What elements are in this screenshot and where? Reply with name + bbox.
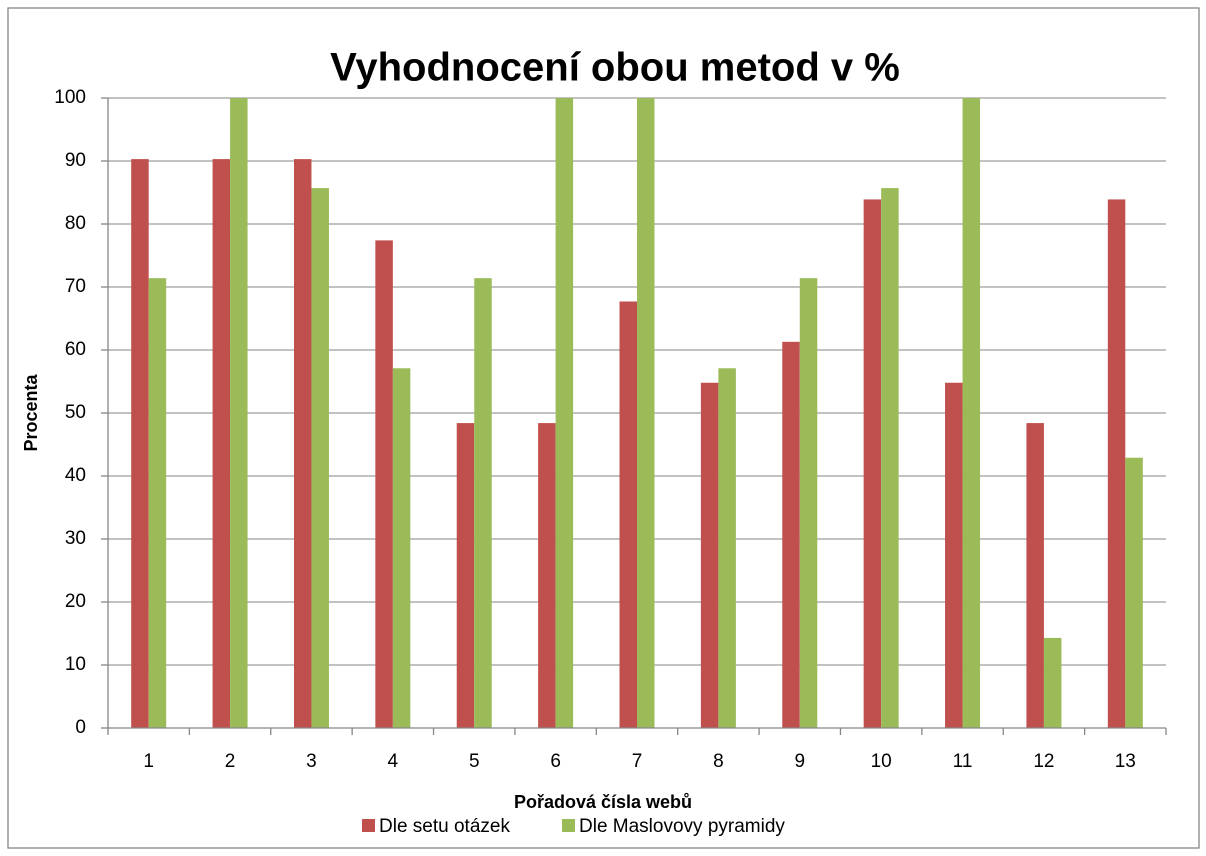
x-tick-label: 10: [871, 751, 892, 772]
bar: [1026, 423, 1044, 728]
bar: [700, 382, 719, 728]
x-tick-label: 9: [794, 751, 805, 772]
y-tick-label: 60: [65, 339, 86, 360]
bar: [230, 98, 248, 728]
y-tick-label: 80: [65, 213, 86, 234]
y-tick-label: 50: [65, 402, 86, 423]
bar: [392, 368, 411, 728]
legend-swatch: [362, 819, 375, 832]
y-axis-label: Procenta: [21, 373, 41, 451]
x-tick-label: 6: [550, 751, 561, 772]
chart-border: [7, 7, 1200, 849]
bar: [1107, 199, 1126, 728]
x-tick-label: 8: [713, 751, 724, 772]
bar: [555, 98, 574, 728]
x-tick-label: 13: [1115, 751, 1136, 772]
y-tick-label: 20: [65, 591, 86, 612]
y-tick-label: 30: [65, 528, 86, 549]
bar: [782, 341, 800, 728]
legend-swatch: [562, 819, 575, 832]
y-tick-label: 70: [65, 276, 86, 297]
x-tick-label: 12: [1033, 751, 1054, 772]
bar: [1043, 637, 1062, 728]
y-tick-label: 40: [65, 465, 86, 486]
bar: [799, 278, 818, 728]
bar: [619, 301, 637, 728]
bar: [212, 159, 231, 729]
bar: [1125, 457, 1143, 728]
bar: [375, 240, 393, 728]
bar: [718, 368, 736, 728]
bar: [863, 199, 882, 728]
legend-label: Dle Maslovovy pyramidy: [579, 816, 785, 837]
y-tick-label: 90: [65, 150, 86, 171]
x-tick-label: 1: [143, 751, 154, 772]
bar: [962, 98, 981, 728]
bar: [945, 382, 963, 728]
bar: [311, 188, 329, 729]
bar: [637, 98, 655, 728]
chart-title: Vyhodnocení obou metod v %: [330, 46, 900, 90]
y-tick-label: 10: [65, 654, 86, 675]
bar: [538, 423, 556, 728]
x-tick-label: 11: [953, 751, 973, 772]
bar: [881, 188, 899, 729]
y-tick-label: 100: [54, 87, 86, 108]
bar: [456, 423, 475, 728]
y-tick-label: 0: [75, 717, 86, 738]
x-tick-label: 4: [388, 751, 399, 772]
x-tick-label: 3: [306, 751, 317, 772]
x-axis-label: Pořadová čísla webů: [514, 792, 692, 812]
bar: [131, 159, 149, 729]
bar: [148, 278, 167, 728]
bar: [474, 278, 492, 728]
x-tick-label: 2: [225, 751, 236, 772]
legend-label: Dle setu otázek: [379, 816, 510, 837]
bar: [293, 159, 312, 729]
x-tick-label: 7: [632, 751, 643, 772]
x-tick-label: 5: [469, 751, 480, 772]
